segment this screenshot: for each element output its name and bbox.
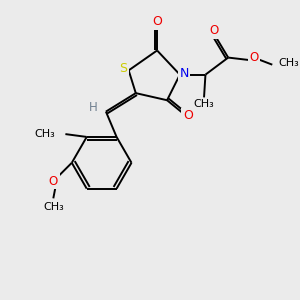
Text: S: S	[119, 62, 128, 75]
Text: CH₃: CH₃	[194, 100, 214, 110]
Text: CH₃: CH₃	[43, 202, 64, 212]
Text: CH₃: CH₃	[35, 129, 56, 139]
Text: H: H	[89, 101, 98, 114]
Text: O: O	[249, 51, 258, 64]
Text: CH₃: CH₃	[278, 58, 299, 68]
Text: O: O	[183, 110, 193, 122]
Text: O: O	[153, 15, 163, 28]
Text: N: N	[179, 67, 189, 80]
Text: O: O	[49, 175, 58, 188]
Text: O: O	[209, 24, 219, 37]
